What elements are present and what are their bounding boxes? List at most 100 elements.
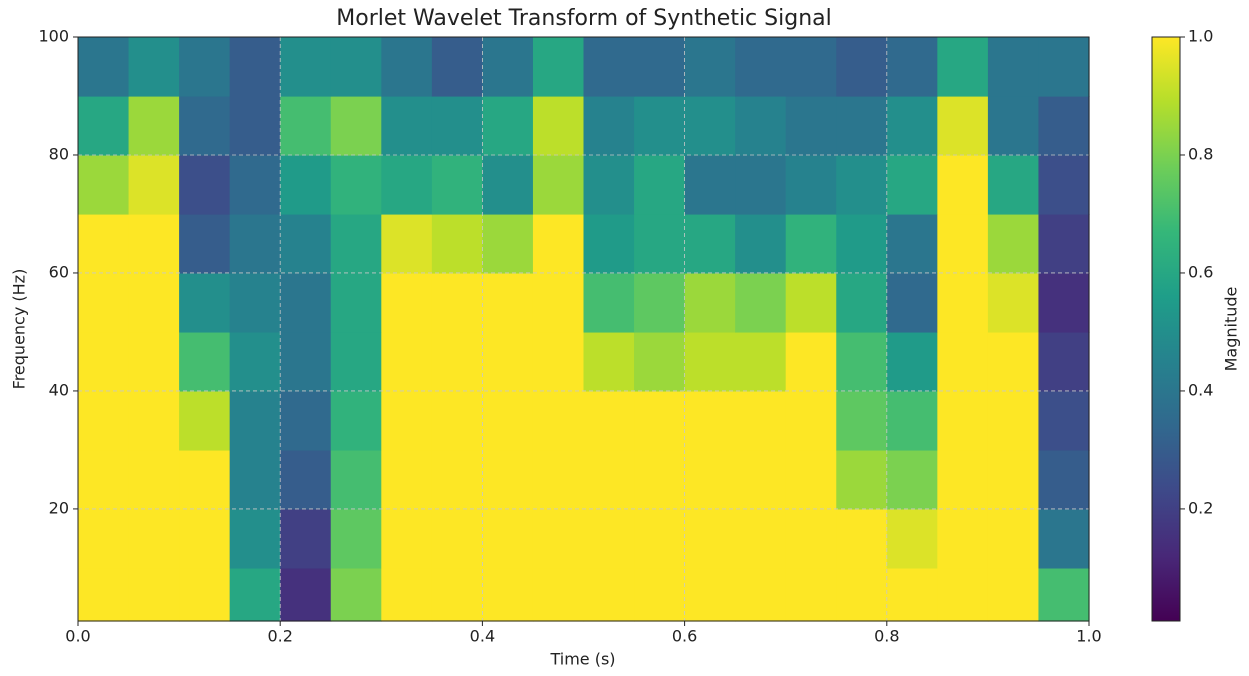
x-tick-label: 0.2 (267, 627, 292, 646)
heatmap-cell (785, 390, 837, 451)
heatmap-cell (482, 567, 534, 622)
heatmap-cell (280, 508, 332, 569)
heatmap-cell (583, 567, 635, 622)
heatmap-cell (937, 95, 989, 156)
heatmap-cell (634, 37, 686, 97)
heatmap-cell (381, 508, 433, 569)
heatmap-cell (128, 95, 180, 156)
plot-frame (77, 36, 1090, 622)
heatmap-cell (431, 449, 483, 510)
heatmap-cell (179, 508, 231, 569)
heatmap-cell (785, 449, 837, 510)
heatmap-cell (1038, 567, 1090, 622)
heatmap-cell (78, 567, 130, 622)
heatmap-cell (785, 95, 837, 156)
heatmap-cell (1038, 449, 1090, 510)
heatmap-cell (583, 390, 635, 451)
heatmap-cell (735, 154, 787, 215)
heatmap-cell (836, 567, 888, 622)
heatmap-cell (937, 272, 989, 333)
heatmap-cell (1038, 95, 1090, 156)
heatmap-cell (229, 37, 281, 97)
heatmap-cell (229, 213, 281, 274)
heatmap-cell (381, 567, 433, 622)
colorbar-tick-label: 0.2 (1188, 498, 1213, 517)
heatmap-cell (482, 449, 534, 510)
heatmap-cell (583, 154, 635, 215)
heatmap-cell (78, 213, 130, 274)
heatmap-cell (330, 331, 382, 392)
heatmap-cell (431, 154, 483, 215)
chart-title: Morlet Wavelet Transform of Synthetic Si… (336, 6, 831, 31)
heatmap-cell (1038, 272, 1090, 333)
heatmap-cell (381, 37, 433, 97)
heatmap-cell (583, 37, 635, 97)
heatmap-cell (280, 272, 332, 333)
heatmap-cell (735, 390, 787, 451)
heatmap-cell (280, 449, 332, 510)
heatmap-cell (886, 154, 938, 215)
heatmap-cell (937, 37, 989, 97)
x-tick-label: 0.4 (470, 627, 495, 646)
heatmap-cell (987, 331, 1040, 392)
heatmap-cell (229, 95, 281, 156)
heatmap-cell (836, 37, 888, 97)
heatmap-cell (684, 272, 736, 333)
heatmap-cell (735, 331, 787, 392)
heatmap-cell (886, 37, 938, 97)
colorbar-label: Magnitude (1222, 287, 1241, 372)
heatmap-cell (78, 449, 130, 510)
x-tick-label: 1.0 (1076, 627, 1101, 646)
heatmap-cell (128, 213, 180, 274)
heatmap-cell (634, 567, 686, 622)
heatmap-cell (684, 213, 736, 274)
heatmap-cell (532, 95, 585, 156)
heatmap-cell (229, 331, 281, 392)
heatmap-cell (78, 272, 130, 333)
heatmap-cell (886, 390, 938, 451)
heatmap-cell (735, 37, 787, 97)
heatmap-cell (532, 567, 585, 622)
heatmap-cell (78, 37, 130, 97)
heatmap-cell (330, 508, 382, 569)
heatmap-cell (583, 449, 635, 510)
heatmap-cell (886, 272, 938, 333)
heatmap-cell (634, 272, 686, 333)
heatmap-cell (482, 390, 534, 451)
heatmap-cell (128, 390, 180, 451)
heatmap-cell (634, 331, 686, 392)
heatmap-cell (482, 37, 534, 97)
heatmap-cell (431, 213, 483, 274)
heatmap-cell (78, 331, 130, 392)
heatmap-cell (482, 213, 534, 274)
heatmap-cell (179, 331, 231, 392)
x-tick-label: 0.6 (672, 627, 697, 646)
heatmap-cell (1038, 390, 1090, 451)
heatmap-cell (532, 331, 585, 392)
heatmap-cell (785, 154, 837, 215)
heatmap-cell (229, 449, 281, 510)
heatmap-cell (735, 508, 787, 569)
heatmap-cell (785, 567, 837, 622)
colorbar-tick-label: 0.8 (1188, 144, 1213, 163)
heatmap-cell (937, 331, 989, 392)
colorbar (1151, 36, 1181, 622)
heatmap-cell (1038, 331, 1090, 392)
heatmap-cell (583, 508, 635, 569)
heatmap-cell (886, 567, 938, 622)
heatmap-cell (280, 213, 332, 274)
y-axis-label: Frequency (Hz) (10, 269, 29, 390)
heatmap-cell (634, 390, 686, 451)
heatmap-cell (836, 390, 888, 451)
heatmap-cell (684, 37, 736, 97)
heatmap-cell (431, 331, 483, 392)
heatmap-cell (179, 213, 231, 274)
heatmap-cell (482, 95, 534, 156)
heatmap-cell (937, 213, 989, 274)
heatmap-cell (785, 331, 837, 392)
heatmap-cell (886, 508, 938, 569)
heatmap-cell (280, 37, 332, 97)
heatmap-cell (532, 37, 585, 97)
heatmap-cell (431, 95, 483, 156)
